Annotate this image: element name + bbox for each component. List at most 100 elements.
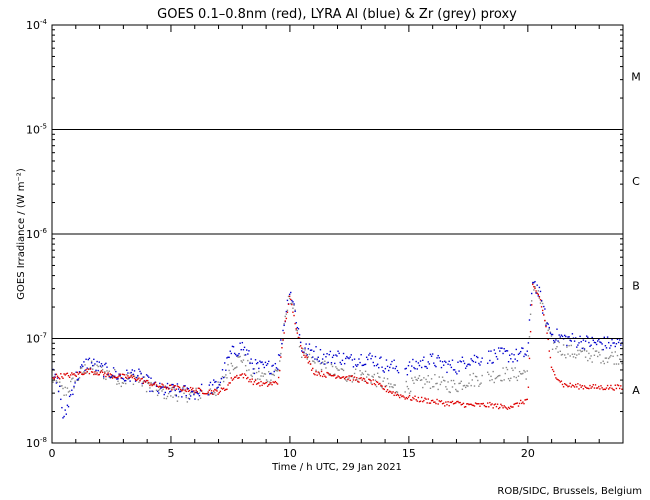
data-point	[319, 375, 322, 377]
data-point	[436, 357, 438, 359]
data-point	[224, 389, 226, 391]
data-point	[210, 392, 213, 394]
data-point	[117, 376, 119, 378]
data-point	[315, 370, 317, 373]
data-point	[97, 369, 99, 372]
data-point	[617, 363, 620, 365]
data-point	[254, 379, 257, 381]
data-point	[101, 368, 104, 371]
data-point	[573, 386, 576, 388]
data-point	[616, 354, 619, 357]
data-point	[161, 386, 163, 388]
data-point	[259, 385, 261, 387]
data-point	[60, 398, 62, 401]
series-lyra-al-proxy	[52, 280, 623, 419]
data-point	[508, 354, 511, 356]
data-point	[70, 380, 72, 383]
data-point	[538, 295, 541, 298]
data-point	[554, 374, 556, 376]
data-point	[331, 356, 334, 359]
data-point	[218, 392, 220, 394]
data-point	[317, 371, 319, 373]
data-point	[318, 360, 321, 362]
data-point	[458, 382, 460, 385]
data-point	[362, 377, 365, 380]
data-point	[533, 281, 535, 284]
data-point	[419, 400, 422, 402]
data-point	[330, 362, 333, 364]
data-point	[434, 401, 436, 403]
data-point	[381, 386, 383, 389]
data-point	[556, 378, 558, 380]
data-point	[551, 368, 554, 371]
data-point	[137, 378, 139, 380]
data-point	[138, 381, 140, 384]
data-point	[196, 392, 198, 394]
data-point	[233, 367, 236, 370]
data-point	[481, 357, 483, 359]
data-point	[72, 373, 74, 376]
data-point	[569, 355, 571, 357]
data-point	[582, 388, 585, 390]
data-point	[374, 379, 377, 382]
data-point	[592, 384, 594, 386]
data-point	[272, 373, 274, 376]
flare-class-label: B	[632, 280, 640, 293]
data-point	[61, 406, 63, 409]
data-point	[303, 352, 305, 354]
data-point	[125, 376, 127, 379]
data-point	[77, 378, 80, 380]
data-point	[349, 379, 351, 382]
data-point	[304, 356, 306, 359]
data-point	[166, 395, 169, 398]
data-point	[308, 353, 311, 356]
data-point	[358, 381, 360, 383]
data-point	[140, 378, 142, 380]
data-point	[310, 369, 313, 371]
data-point	[528, 357, 531, 360]
data-point	[198, 387, 201, 390]
data-point	[273, 381, 275, 384]
data-point	[134, 379, 137, 381]
data-point	[90, 362, 93, 364]
data-point	[213, 393, 215, 395]
data-point	[582, 347, 585, 349]
data-point	[581, 350, 583, 352]
data-point	[451, 400, 454, 403]
chart-title: GOES 0.1–0.8nm (red), LYRA Al (blue) & Z…	[157, 7, 517, 22]
data-point	[360, 353, 362, 356]
data-point	[295, 328, 297, 330]
data-point	[241, 341, 244, 344]
data-point	[496, 358, 499, 360]
data-point	[249, 361, 251, 364]
data-point	[211, 393, 214, 395]
data-point	[306, 358, 308, 360]
data-point	[150, 383, 152, 385]
data-point	[468, 403, 470, 406]
data-point	[563, 334, 566, 337]
data-point	[64, 409, 66, 411]
data-point	[260, 361, 262, 364]
data-point	[389, 390, 391, 393]
data-point	[209, 388, 212, 390]
data-point	[288, 293, 291, 296]
data-point	[535, 292, 537, 294]
data-point	[424, 397, 426, 399]
data-point	[266, 363, 269, 365]
data-point	[585, 335, 588, 337]
data-point	[199, 397, 202, 399]
data-point	[173, 386, 175, 388]
data-point	[275, 369, 278, 372]
data-point	[216, 388, 218, 390]
data-point	[307, 362, 310, 364]
data-point	[357, 380, 359, 383]
data-point	[365, 356, 368, 358]
data-point	[154, 381, 157, 384]
data-point	[131, 369, 134, 371]
data-point	[551, 333, 554, 336]
data-point	[492, 361, 494, 364]
data-point	[283, 323, 285, 325]
data-point	[380, 384, 382, 387]
data-point	[139, 380, 141, 382]
data-point	[170, 395, 172, 397]
